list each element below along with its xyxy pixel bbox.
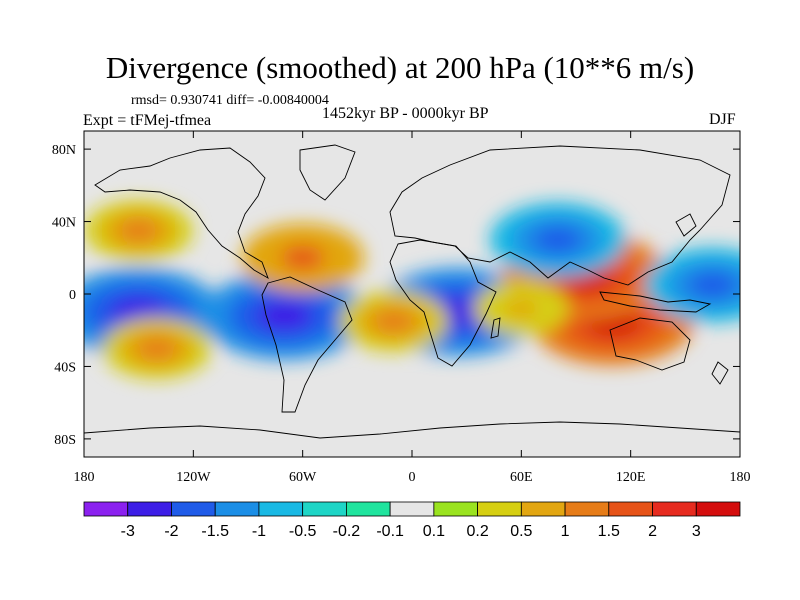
colorbar-label: -3 xyxy=(121,523,135,540)
colorbar-label: 1.5 xyxy=(598,523,620,540)
coastline-madagascar xyxy=(490,317,501,339)
y-tick-label: 80N xyxy=(52,143,76,158)
field-core-north-pacific-divergence xyxy=(119,219,158,242)
period-label: 1452kyr BP - 0000kyr BP xyxy=(322,105,489,122)
colorbar-label: 0.1 xyxy=(423,523,445,540)
colorbar-swatch xyxy=(520,501,566,517)
coastline-eurasia xyxy=(389,145,731,286)
colorbar-label: -0.2 xyxy=(333,523,361,540)
x-tick-label: 180 xyxy=(74,470,95,485)
colorbar-swatch xyxy=(477,501,522,517)
coastline-new-zealand xyxy=(711,361,729,385)
coastline-africa xyxy=(389,239,497,367)
coastline-antarctica xyxy=(84,421,740,439)
colorbar-swatch xyxy=(695,501,741,517)
colorbar-swatch xyxy=(127,501,172,517)
y-tick-label: 0 xyxy=(69,288,76,303)
colorbar-label: -1.5 xyxy=(201,523,229,540)
x-tick-label: 60W xyxy=(289,470,317,485)
colorbar-label: 3 xyxy=(692,523,701,540)
x-tick-label: 120E xyxy=(616,470,646,485)
colorbar-swatch xyxy=(302,501,347,517)
coastline-maritime-continent xyxy=(599,291,712,313)
field-core-north-atlantic-divergence xyxy=(281,245,325,270)
colorbar-label: 1 xyxy=(561,523,570,540)
field-core-indian-ocean-divergence xyxy=(504,298,539,319)
coastline-south-america xyxy=(261,276,353,413)
colorbar-swatch xyxy=(652,501,697,517)
y-tick-label: 40N xyxy=(52,216,76,231)
chart-title: Divergence (smoothed) at 200 hPa (10**6 … xyxy=(105,50,695,85)
x-tick-label: 120W xyxy=(176,470,211,485)
colorbar-label: -2 xyxy=(164,523,178,540)
colorbar-swatch xyxy=(345,501,391,517)
colorbar-swatch xyxy=(258,501,304,517)
colorbar-label: 0.5 xyxy=(510,523,532,540)
y-tick-label: 80S xyxy=(54,433,76,448)
colorbar-label: 2 xyxy=(648,523,657,540)
colorbar-swatch xyxy=(171,501,216,517)
colorbar-swatch xyxy=(564,501,610,517)
coastlines xyxy=(84,144,740,439)
colorbar-label: -1 xyxy=(252,523,266,540)
x-tick-label: 180 xyxy=(730,470,751,485)
field-core-west-pacific-convergence xyxy=(688,271,737,299)
coastline-north-america xyxy=(94,147,269,280)
field-core-asia-convergence xyxy=(533,226,582,253)
x-tick-label: 0 xyxy=(409,470,416,485)
colorbar-label: -0.1 xyxy=(376,523,404,540)
colorbar-label: 0.2 xyxy=(466,523,488,540)
colorbar-swatch xyxy=(83,501,129,517)
coastline-australia xyxy=(609,317,691,371)
experiment-label: Expt = tFMej-tfmea xyxy=(83,112,212,129)
axes: 180 120W 60W 0 60E 120E 180 80N 40N 0 40S 80S xyxy=(52,131,751,485)
stats-text: rmsd= 0.930741 diff= -0.00840004 xyxy=(131,93,329,108)
colorbar-swatch xyxy=(389,501,435,517)
field-core-south-pacific-divergence xyxy=(137,337,177,360)
field-core-south-atlantic-divergence xyxy=(374,310,413,332)
field-core-amazon-convergence xyxy=(255,300,314,332)
divergence-field xyxy=(84,200,740,379)
season-label: DJF xyxy=(709,111,736,128)
colorbar-swatch xyxy=(608,501,653,517)
colorbar-swatch xyxy=(433,501,479,517)
coastline-japan xyxy=(675,213,697,237)
colorbar-label: -0.5 xyxy=(289,523,317,540)
colorbar: -3 -2 -1.5 -1 -0.5 -0.2 -0.1 0.1 0.2 0.5 1 1.5 2 3 xyxy=(83,501,741,540)
colorbar-swatch xyxy=(214,501,260,517)
y-tick-label: 40S xyxy=(54,360,76,375)
coastline-greenland xyxy=(299,144,356,201)
x-tick-label: 60E xyxy=(510,470,533,485)
